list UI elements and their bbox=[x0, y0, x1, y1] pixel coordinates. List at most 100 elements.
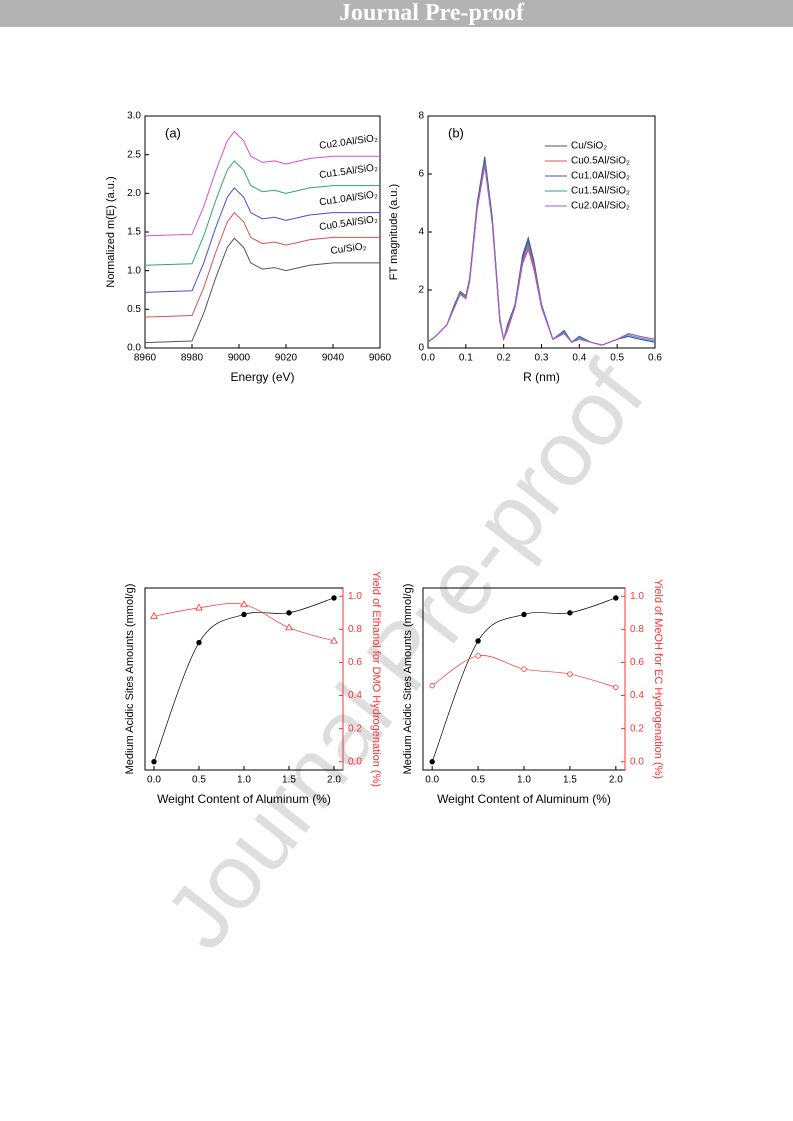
y2-axis-label: Yield of Ethanol for DMO Hydrogenation (… bbox=[370, 571, 382, 787]
data-point bbox=[330, 636, 338, 644]
data-point bbox=[613, 684, 619, 690]
data-point bbox=[567, 671, 573, 677]
fit-curve bbox=[153, 603, 335, 642]
data-point bbox=[567, 610, 573, 616]
series-label: Cu0.5Al/SiO₂ bbox=[319, 214, 379, 233]
x-axis-label: Energy (eV) bbox=[230, 370, 294, 384]
y2-tick-label: 0.2 bbox=[630, 723, 644, 734]
legend-label: Cu1.5Al/SiO₂ bbox=[571, 186, 630, 197]
journal-header: Journal Pre-proof bbox=[0, 0, 793, 27]
x-tick-label: 9040 bbox=[322, 353, 345, 364]
data-point bbox=[286, 610, 292, 616]
y-axis-label: Normalized m(E) (a.u.) bbox=[105, 176, 117, 287]
y2-tick-label: 0.6 bbox=[630, 657, 644, 668]
x-tick-label: 1.5 bbox=[282, 775, 296, 786]
fit-curve bbox=[153, 597, 335, 762]
series-line bbox=[144, 130, 380, 237]
data-point bbox=[331, 595, 337, 601]
x-axis-label: R (nm) bbox=[523, 370, 560, 384]
x-tick-label: 9060 bbox=[369, 353, 392, 364]
y2-tick-label: 0.8 bbox=[348, 624, 362, 635]
y-axis-label: Medium Acidic Sites Amounts (mmol/g) bbox=[124, 584, 136, 775]
y-tick-label: 2.5 bbox=[127, 149, 141, 160]
y-axis-label: Medium Acidic Sites Amounts (mmol/g) bbox=[402, 584, 414, 775]
y-tick-label: 1.0 bbox=[127, 265, 141, 276]
x-axis-label: Weight Content of Aluminum (%) bbox=[157, 792, 331, 806]
series-line bbox=[144, 160, 380, 266]
y-tick-label: 0 bbox=[418, 343, 424, 354]
series-label: Cu2.0Al/SiO₂ bbox=[319, 133, 379, 152]
x-axis-label: Weight Content of Aluminum (%) bbox=[437, 792, 611, 806]
x-tick-label: 1.0 bbox=[237, 775, 251, 786]
y2-tick-label: 0.8 bbox=[630, 624, 644, 635]
data-point bbox=[150, 611, 158, 619]
x-tick-label: 0.5 bbox=[610, 353, 624, 364]
x-tick-label: 0.0 bbox=[425, 775, 439, 786]
legend-label: Cu1.0Al/SiO₂ bbox=[571, 171, 630, 182]
x-tick-label: 9000 bbox=[228, 353, 251, 364]
data-point bbox=[521, 611, 527, 618]
x-tick-label: 1.0 bbox=[517, 775, 531, 786]
y-tick-label: 2.0 bbox=[127, 188, 141, 199]
series-line bbox=[144, 187, 380, 293]
data-point bbox=[240, 600, 248, 608]
x-tick-label: 0.1 bbox=[459, 353, 473, 364]
data-point bbox=[429, 759, 435, 765]
series-line bbox=[144, 237, 380, 344]
x-tick-label: 0.4 bbox=[572, 353, 586, 364]
y2-tick-label: 1.0 bbox=[630, 591, 644, 602]
plot-frame bbox=[427, 115, 656, 349]
x-tick-label: 9020 bbox=[275, 353, 298, 364]
y2-tick-label: 0.0 bbox=[630, 756, 644, 767]
series-label: Cu1.0Al/SiO₂ bbox=[319, 189, 379, 208]
y2-tick-label: 0.4 bbox=[630, 690, 644, 701]
y-tick-label: 6 bbox=[418, 169, 424, 180]
y2-tick-label: 0.6 bbox=[348, 657, 362, 668]
x-tick-label: 2.0 bbox=[327, 775, 341, 786]
data-point bbox=[475, 653, 481, 659]
y2-tick-label: 1.0 bbox=[348, 591, 362, 602]
legend-label: Cu0.5Al/SiO₂ bbox=[571, 156, 630, 167]
data-point bbox=[475, 638, 481, 644]
legend-label: Cu/SiO₂ bbox=[571, 141, 607, 152]
plot-frame bbox=[144, 115, 381, 349]
y2-tick-label: 0.2 bbox=[348, 723, 362, 734]
y2-tick-label: 0.4 bbox=[348, 690, 362, 701]
x-tick-label: 0.0 bbox=[421, 353, 435, 364]
y-tick-label: 8 bbox=[418, 111, 424, 122]
y-tick-label: 0.0 bbox=[127, 343, 141, 354]
series-label: Cu/SiO₂ bbox=[330, 241, 367, 257]
x-tick-label: 0.0 bbox=[147, 775, 161, 786]
data-point bbox=[241, 611, 247, 618]
y-tick-label: 0.5 bbox=[127, 304, 141, 315]
x-tick-label: 8980 bbox=[181, 353, 204, 364]
y-tick-label: 1.5 bbox=[127, 227, 141, 238]
data-point bbox=[521, 666, 527, 672]
fit-curve bbox=[431, 597, 616, 762]
x-tick-label: 0.2 bbox=[497, 353, 511, 364]
data-point bbox=[196, 639, 202, 646]
y-axis-label: FT magnitude (a.u.) bbox=[388, 184, 400, 280]
data-point bbox=[195, 603, 203, 611]
panel-label: (b) bbox=[448, 125, 464, 140]
data-point bbox=[429, 682, 435, 689]
y-tick-label: 2 bbox=[418, 285, 424, 296]
y2-axis-label: Yield of MeOH for EC Hydrogenation (%) bbox=[652, 579, 664, 779]
x-tick-label: 0.3 bbox=[535, 353, 549, 364]
y2-tick-label: 0.0 bbox=[348, 756, 362, 767]
data-point bbox=[285, 623, 293, 631]
y-tick-label: 4 bbox=[418, 227, 424, 238]
x-tick-label: 8960 bbox=[134, 353, 157, 364]
series-label: Cu1.5Al/SiO₂ bbox=[319, 162, 379, 181]
series-line bbox=[427, 165, 656, 346]
panel-label: (a) bbox=[165, 125, 181, 140]
legend-label: Cu2.0Al/SiO₂ bbox=[571, 201, 630, 212]
x-tick-label: 2.0 bbox=[609, 775, 623, 786]
series-line bbox=[144, 211, 380, 318]
data-point bbox=[151, 759, 157, 765]
y-tick-label: 3.0 bbox=[127, 111, 141, 122]
x-tick-label: 0.5 bbox=[471, 775, 485, 786]
data-point bbox=[613, 595, 619, 601]
